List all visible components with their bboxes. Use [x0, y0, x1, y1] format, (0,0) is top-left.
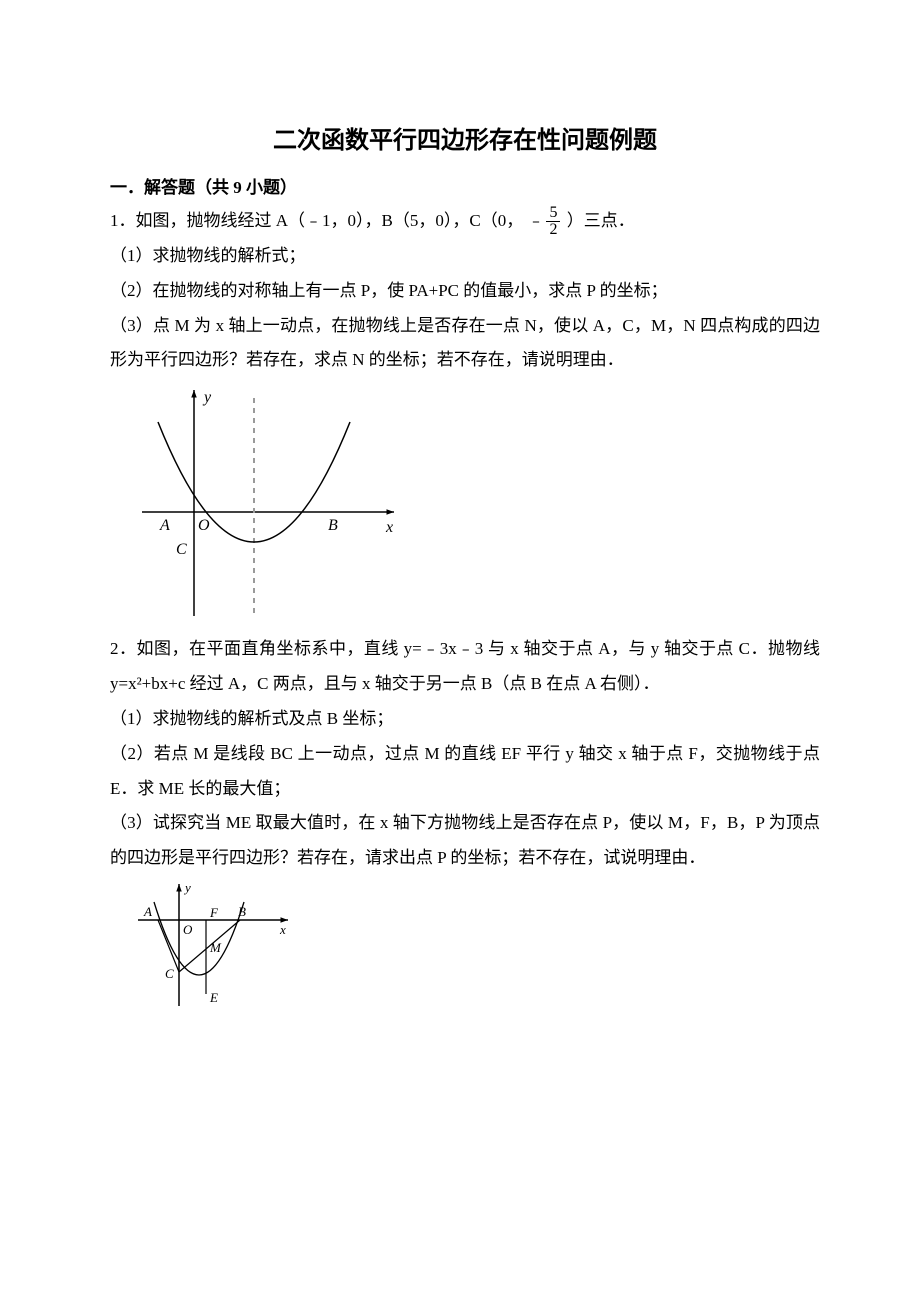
q2-figure-svg: y x A O B C F M E: [134, 880, 294, 1010]
svg-text:M: M: [209, 940, 222, 955]
q1-stem-before: 1．如图，抛物线经过 A（﹣1，0），B（5，0），C（0，: [110, 211, 523, 230]
q1-frac-den: 2: [546, 222, 560, 238]
q2-part3: （3）试探究当 ME 取最大值时，在 x 轴下方抛物线上是否存在点 P，使以 M…: [110, 806, 820, 876]
q2-part1: （1）求抛物线的解析式及点 B 坐标；: [110, 702, 820, 737]
section-heading: 一．解答题（共 9 小题）: [110, 173, 820, 198]
svg-text:x: x: [279, 922, 286, 937]
q1-part1: （1）求抛物线的解析式；: [110, 239, 820, 274]
svg-text:A: A: [159, 517, 170, 534]
q1-figure: y x A O B C: [134, 382, 820, 622]
q2-figure: y x A O B C F M E: [134, 880, 820, 1010]
svg-text:y: y: [202, 389, 212, 406]
svg-text:C: C: [176, 541, 187, 558]
q2-part2: （2）若点 M 是线段 BC 上一动点，过点 M 的直线 EF 平行 y 轴交 …: [110, 737, 820, 807]
q1-figure-svg: y x A O B C: [134, 382, 404, 622]
q1-part2: （2）在抛物线的对称轴上有一点 P，使 PA+PC 的值最小，求点 P 的坐标；: [110, 274, 820, 309]
svg-text:B: B: [238, 904, 246, 919]
svg-text:F: F: [209, 905, 219, 920]
q1-part3: （3）点 M 为 x 轴上一动点，在抛物线上是否存在一点 N，使以 A，C，M，…: [110, 309, 820, 379]
svg-text:O: O: [198, 517, 210, 534]
page: 二次函数平行四边形存在性问题例题 一．解答题（共 9 小题） 1．如图，抛物线经…: [0, 0, 920, 1302]
q1-fraction: 52: [546, 205, 560, 238]
svg-text:y: y: [183, 880, 191, 895]
q2-stem: 2．如图，在平面直角坐标系中，直线 y=﹣3x﹣3 与 x 轴交于点 A，与 y…: [110, 632, 820, 702]
svg-text:C: C: [165, 966, 174, 981]
q1-frac-num: 5: [546, 205, 560, 222]
page-title: 二次函数平行四边形存在性问题例题: [110, 120, 820, 155]
svg-text:x: x: [385, 519, 393, 536]
svg-text:O: O: [183, 922, 193, 937]
q1-neg: ﹣: [527, 211, 544, 230]
svg-text:E: E: [209, 990, 218, 1005]
svg-text:B: B: [328, 517, 338, 534]
q1-stem: 1．如图，抛物线经过 A（﹣1，0），B（5，0），C（0， ﹣52 ）三点．: [110, 204, 820, 239]
q1-stem-after: ）三点．: [567, 211, 635, 230]
svg-text:A: A: [143, 904, 152, 919]
